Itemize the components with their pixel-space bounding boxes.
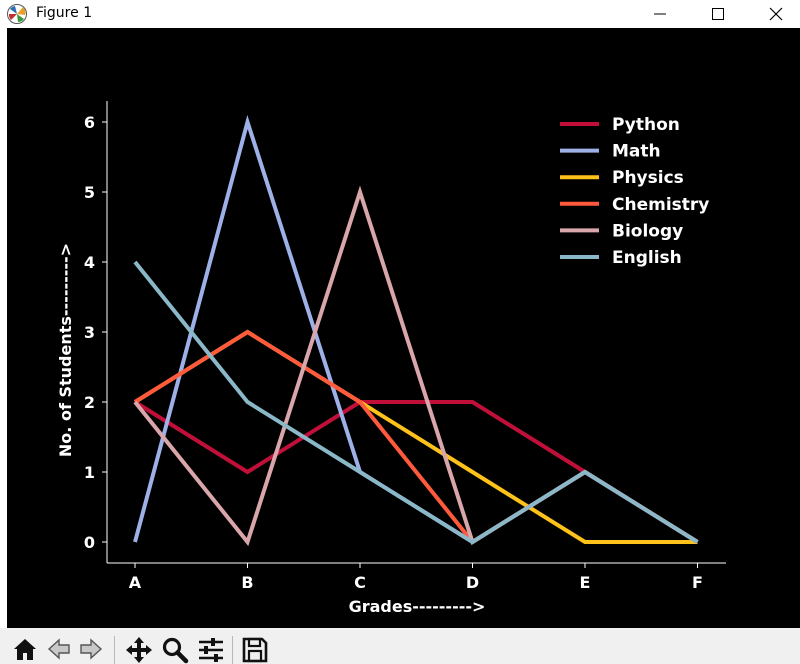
window-title: Figure 1: [36, 5, 93, 21]
move-icon: [126, 637, 152, 663]
y-tick-label: 1: [84, 463, 95, 482]
y-tick-label: 2: [84, 393, 95, 412]
series-line-english: [133, 260, 699, 545]
navigation-toolbar: [0, 628, 800, 664]
minimize-button[interactable]: [631, 0, 689, 28]
axes: 0 1 2 3 4 5 6 A B C D E F: [84, 101, 726, 592]
sliders-icon: [199, 638, 223, 662]
legend-label-physics: Physics: [612, 168, 684, 188]
home-button[interactable]: [10, 636, 40, 664]
pan-button[interactable]: [124, 636, 154, 664]
floppy-disk-icon: [242, 637, 268, 663]
maximize-icon: [712, 8, 724, 20]
matplotlib-logo-icon: [7, 4, 27, 24]
configure-subplots-button[interactable]: [196, 636, 226, 664]
x-tick-label: C: [354, 573, 366, 592]
x-tick-label: F: [692, 573, 703, 592]
y-tick-label: 0: [84, 533, 95, 552]
legend-label-math: Math: [612, 142, 661, 162]
x-tick-label: B: [241, 573, 253, 592]
legend-label-english: English: [612, 248, 682, 268]
x-tick-label: E: [580, 573, 591, 592]
legend-label-chemistry: Chemistry: [612, 195, 709, 215]
close-icon: [769, 7, 783, 21]
series-lines: [133, 114, 699, 547]
back-arrow-icon: [47, 638, 70, 660]
forward-arrow-icon: [80, 638, 103, 660]
y-tick-label: 6: [84, 113, 95, 132]
forward-button[interactable]: [76, 636, 106, 664]
back-button[interactable]: [44, 636, 74, 664]
legend-label-python: Python: [612, 115, 680, 135]
legend: Python Math Physics Chemistry Biology English: [560, 115, 709, 268]
magnifier-icon: [162, 637, 189, 664]
figure-canvas[interactable]: 0 1 2 3 4 5 6 A B C D E F Python Math Physics Chemistry…: [7, 28, 800, 628]
minimize-icon: [654, 13, 666, 15]
title-bar: Figure 1: [0, 0, 800, 28]
maximize-button[interactable]: [689, 0, 747, 28]
x-tick-label: A: [129, 573, 142, 592]
y-tick-label: 3: [84, 323, 95, 342]
close-button[interactable]: [747, 0, 800, 28]
legend-label-biology: Biology: [612, 221, 683, 241]
toolbar-separator: [232, 636, 233, 664]
line-chart: 0 1 2 3 4 5 6 A B C D E F Python Math Physics Chemistry…: [56, 101, 726, 616]
x-tick-label: D: [466, 573, 479, 592]
y-tick-label: 5: [84, 183, 95, 202]
toolbar-separator: [114, 636, 115, 664]
zoom-button[interactable]: [160, 636, 190, 664]
y-tick-label: 4: [84, 253, 95, 272]
home-icon: [14, 639, 36, 660]
x-axis-label: Grades--------->: [349, 597, 486, 616]
y-axis-label: No. of Students--------->: [56, 243, 75, 457]
save-button[interactable]: [240, 636, 270, 664]
